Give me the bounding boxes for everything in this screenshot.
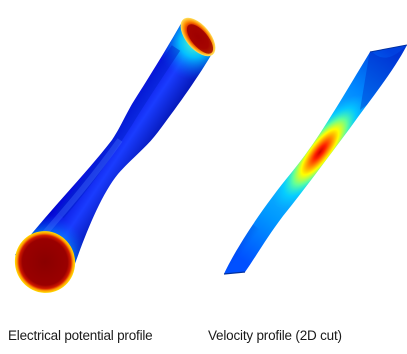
tube-bottom-cap [14, 231, 76, 293]
electrical-potential-tube [14, 17, 216, 293]
caption-velocity-profile: Velocity profile (2D cut) [208, 328, 342, 343]
caption-electrical-potential: Electrical potential profile [8, 328, 153, 343]
velocity-sheet [223, 44, 407, 275]
